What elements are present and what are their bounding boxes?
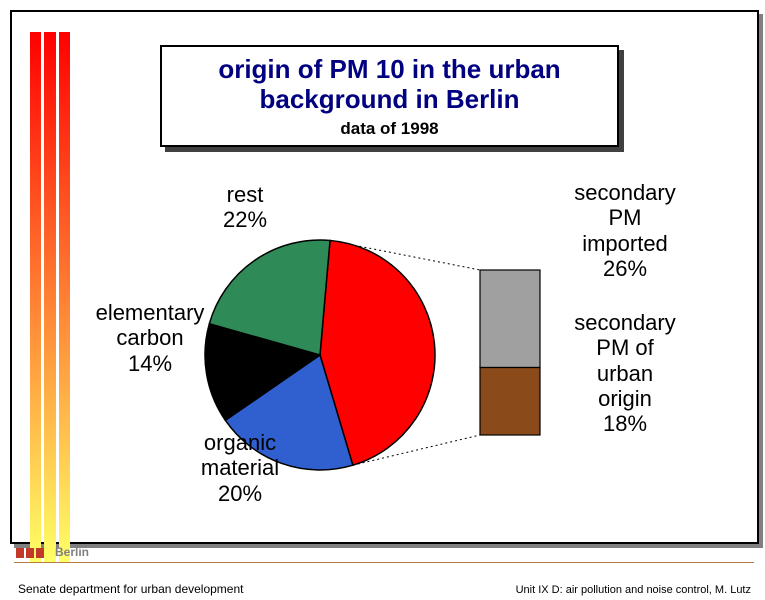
label-secondary-imported: secondary PM imported 26% [550,180,700,281]
footer-left: Senate department for urban development [18,582,243,596]
logo-blocks [16,548,44,558]
bar-segment-secondary_pm_imported [480,270,540,368]
footer-right: Unit IX D: air pollution and noise contr… [516,584,751,596]
label-elementary-carbon: elementary carbon 14% [75,300,225,376]
bar-segment-secondary_pm_urban [480,368,540,436]
footer-divider [14,562,754,563]
label-rest: rest 22% [195,182,295,233]
chart-area: rest 22% secondary PM imported 26% eleme… [0,0,765,600]
label-organic: organic material 20% [175,430,305,506]
berlin-tag: Berlin [55,545,89,559]
label-secondary-urban: secondary PM of urban origin 18% [550,310,700,436]
